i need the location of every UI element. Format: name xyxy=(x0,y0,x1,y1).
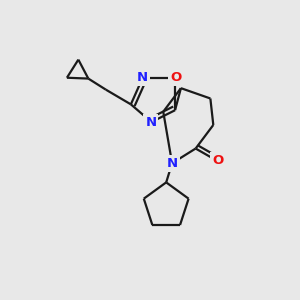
Text: O: O xyxy=(170,71,181,84)
Text: N: N xyxy=(145,116,156,128)
Text: N: N xyxy=(167,157,178,170)
Text: N: N xyxy=(136,71,148,84)
Text: O: O xyxy=(212,154,223,167)
